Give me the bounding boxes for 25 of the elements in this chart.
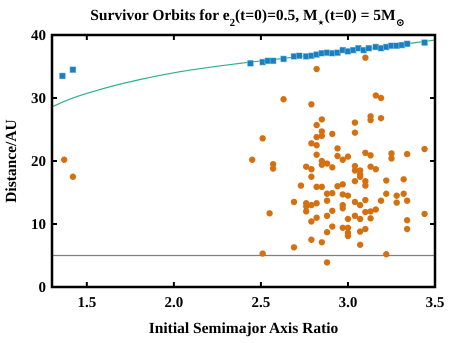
- point: [280, 56, 287, 62]
- x-tick-label: 1.5: [77, 295, 96, 311]
- x-axis-title: Initial Semimajor Axis Ratio: [148, 320, 339, 337]
- x-tick-label: 3.0: [338, 295, 358, 311]
- y-tick-label: 40: [31, 28, 46, 44]
- x-tick-label: 3.5: [426, 295, 444, 311]
- x-tick-label: 2.5: [252, 295, 270, 311]
- point: [247, 60, 254, 67]
- point: [59, 72, 66, 80]
- line-series: [51, 39, 436, 108]
- point: [296, 52, 302, 60]
- y-tick-label: 0: [38, 280, 46, 296]
- point: [334, 49, 341, 56]
- point: [404, 40, 410, 48]
- point: [421, 39, 428, 46]
- chart-title: Survivor Orbits for e$_{2}$(t=0)=0.5, M$_{⋆}$(t=0) = 5M$_{⊙}$: [90, 7, 405, 29]
- y-tick-label: 30: [31, 91, 46, 107]
- y-axis-title: Distance/AU: [3, 119, 20, 203]
- y-tick-label: 20: [31, 154, 46, 170]
- point: [366, 44, 372, 52]
- point: [70, 66, 76, 73]
- x-tick-label: 2.0: [164, 295, 184, 311]
- point: [355, 44, 362, 52]
- y-tick-label: 10: [31, 217, 46, 233]
- point: [270, 58, 276, 64]
